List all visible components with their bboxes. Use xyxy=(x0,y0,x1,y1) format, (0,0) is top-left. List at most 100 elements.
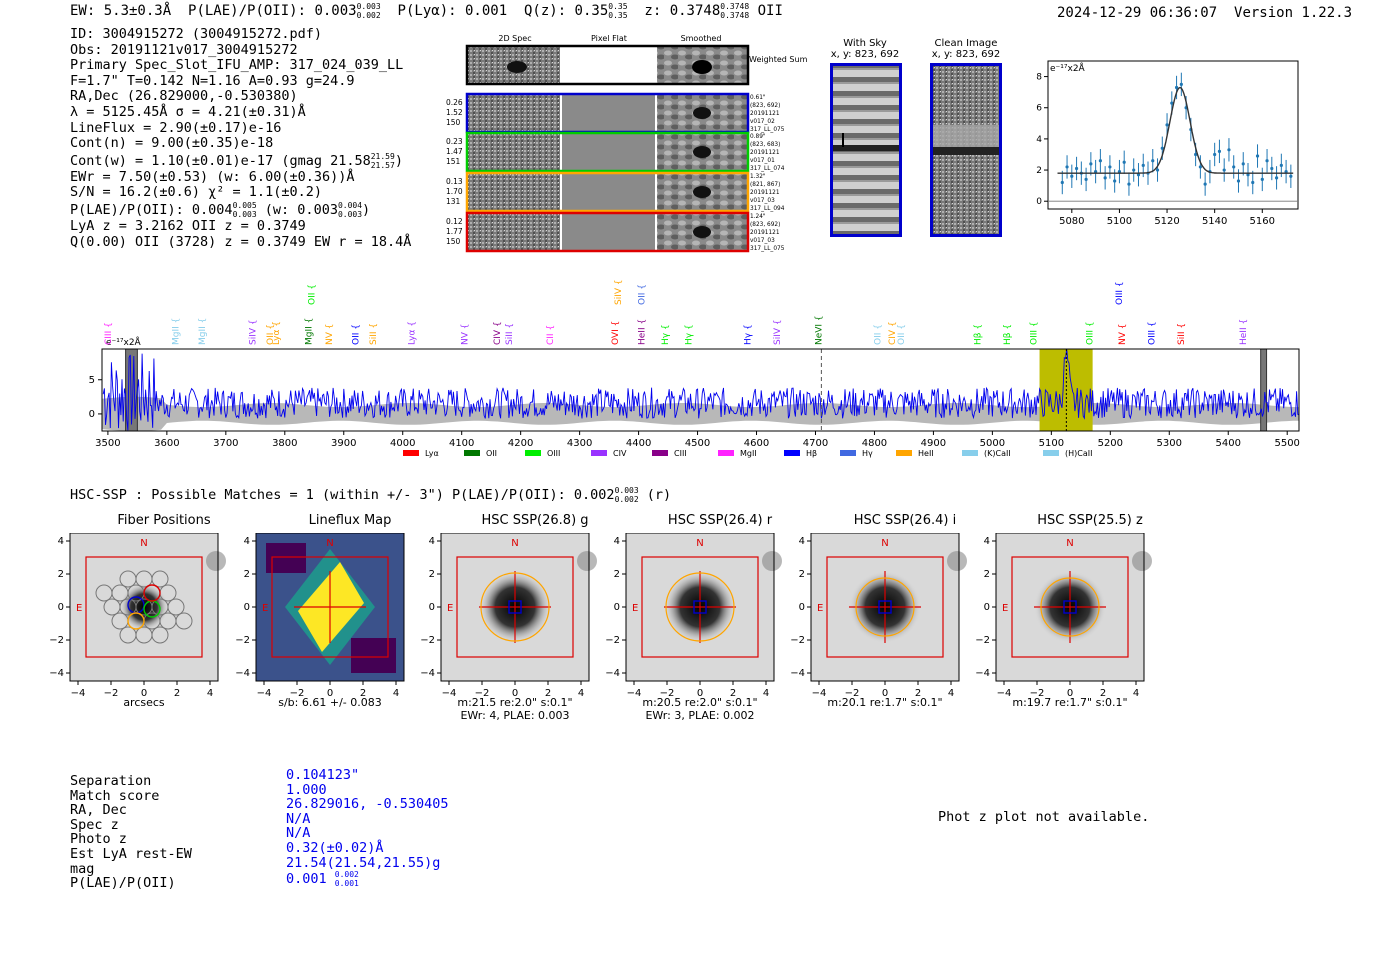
fiber-right-value: 317_LL_094 xyxy=(750,206,785,212)
spectrum-frame xyxy=(101,348,1300,432)
info-plae-w-close: ) xyxy=(362,201,371,218)
map-ytick-label: −4 xyxy=(605,668,620,679)
map-ytick-label: −4 xyxy=(49,668,64,679)
match-values: 0.104123" 1.000 26.829016, -0.530405 N/A… xyxy=(286,768,449,888)
emission-line-label: Lyα { xyxy=(408,321,418,345)
clean-image xyxy=(930,63,1002,237)
fiber-source xyxy=(693,186,711,198)
fiber-circle xyxy=(151,570,169,588)
emission-line-label: OII { xyxy=(266,324,276,345)
full-spectrum-plot: e⁻¹⁷x2Å 3500 3600 3700 3800 3900 4000 4100 4200 4… xyxy=(89,279,1300,458)
info-params: F=1.7" T=0.142 N=1.16 A=0.93 g=24.9 xyxy=(70,72,355,89)
map-xtick-label: 4 xyxy=(393,688,399,699)
map-xtick-label: −2 xyxy=(1030,688,1045,699)
fit-ytick-label: 0 xyxy=(1036,197,1042,207)
fit-data-point xyxy=(1160,146,1164,150)
fiber-row-frame xyxy=(465,171,750,213)
fiber-left-value: 1.47 xyxy=(446,147,463,156)
fiber-left-value: 131 xyxy=(446,197,461,206)
match-label: Est LyA rest-EW xyxy=(70,845,192,862)
fiber-right-value: (823, 683) xyxy=(750,142,780,148)
legend-label: CIII xyxy=(674,449,687,458)
info-id: ID: 3004915272 (3004915272.pdf) xyxy=(70,26,322,42)
aperture-circle xyxy=(855,577,915,637)
legend-label: Lyα xyxy=(425,449,439,458)
map-title: Lineflux Map xyxy=(308,513,392,528)
fit-data-point xyxy=(1203,182,1207,186)
fit-data-point xyxy=(1098,159,1102,163)
map-ytick-label: 2 xyxy=(614,569,620,580)
emission-line-label: OII { xyxy=(897,324,907,345)
emission-line-label: Hγ { xyxy=(744,324,754,345)
with-sky-coords: x, y: 823, 692 xyxy=(830,49,900,60)
aperture-box xyxy=(456,556,574,658)
match-label: mag xyxy=(70,860,95,877)
fit-ytick-label: 8 xyxy=(1036,73,1042,83)
fit-data-point xyxy=(1103,176,1107,180)
fiber-source xyxy=(693,146,711,158)
fiber-right-value: (821, 867) xyxy=(750,182,780,188)
fit-data-point xyxy=(1227,148,1231,152)
match-value: 0.001 0.002 0.001 xyxy=(286,870,449,888)
fit-xtick-label: 5160 xyxy=(1250,216,1275,227)
fiber-right-value: 20191121 xyxy=(750,111,780,117)
emission-line-label: OII { xyxy=(352,324,362,345)
aperture-box xyxy=(271,556,389,658)
match-value: 1.000 xyxy=(286,781,327,798)
fiber-right-value: (823, 692) xyxy=(750,103,780,109)
map-caption-line1: m:21.5 re:2.0" s:0.1" xyxy=(457,696,573,709)
emission-line-label: OII { xyxy=(873,324,883,345)
emission-line-label: SiIV { xyxy=(773,319,783,345)
spec-xtick-label: 5500 xyxy=(1274,438,1299,449)
fiber-right-value: v017_03 xyxy=(750,198,775,204)
emission-line-label: CIV { xyxy=(888,321,898,345)
legend-swatch xyxy=(652,450,668,456)
match-labels: Separation Match score RA, Dec Spec z Ph… xyxy=(70,774,192,891)
match-value: 0.104123" xyxy=(286,767,360,783)
legend-label: Hβ xyxy=(806,449,817,458)
fit-ytick-label: 2 xyxy=(1036,166,1042,176)
fiber-right-value: v017_03 xyxy=(750,238,775,244)
map-image: N E −4 −4 −2 −2 0 0 2 2 4 4 xyxy=(235,533,405,699)
compass-n: N xyxy=(696,538,703,549)
header-ew: EW: 5.3±0.3Å xyxy=(70,3,172,19)
map-xtick-label: 2 xyxy=(174,688,180,699)
spec-xtick-label: 4300 xyxy=(567,438,592,449)
header-line-id: OII xyxy=(757,3,783,19)
emission-line-label: NV { xyxy=(461,324,471,345)
legend-label: Hγ xyxy=(862,449,873,458)
fiber-2dspec xyxy=(467,133,560,171)
clean-image-label: Clean Image xyxy=(934,38,998,49)
map-caption-line1: arcsecs xyxy=(123,696,165,709)
fit-data-point xyxy=(1170,101,1174,105)
clean-image-title: Clean Image x, y: 823, 692 xyxy=(926,38,1006,60)
photz-message: Phot z plot not available. xyxy=(938,809,1150,825)
map-ytick-label: 0 xyxy=(799,602,805,613)
legend-swatch xyxy=(464,450,480,456)
emission-line-label: Hβ { xyxy=(1003,324,1013,345)
fit-data-point xyxy=(1260,177,1264,181)
emission-line-label: HeII { xyxy=(1239,319,1249,345)
fit-ytick-label: 4 xyxy=(1036,135,1042,145)
fit-plot-frame xyxy=(1047,60,1299,210)
map-caption-line2: EWr: 3, PLAE: 0.002 xyxy=(645,709,755,722)
fiber-right-value: v017_01 xyxy=(750,158,775,164)
map-ytick-label: −4 xyxy=(420,668,435,679)
fiber-left-value: 150 xyxy=(446,237,461,246)
map-image: N E −4 −4 −2 −2 0 0 2 2 4 4 xyxy=(790,533,967,699)
legend-swatch xyxy=(403,450,419,456)
lineflux-low xyxy=(351,638,396,673)
match-label: Spec z xyxy=(70,816,119,833)
info-primary: Primary Spec_Slot_IFU_AMP: 317_024_039_L… xyxy=(70,57,404,74)
emission-line-label: SiII { xyxy=(369,323,379,345)
compass-e: E xyxy=(1002,603,1008,614)
with-sky-title: With Sky x, y: 823, 692 xyxy=(830,38,900,60)
map-xtick-label: 2 xyxy=(915,688,921,699)
map-xtick-label: 4 xyxy=(763,688,769,699)
fiber-left-value: 0.12 xyxy=(446,217,463,226)
with-sky-image xyxy=(830,63,902,237)
map-ytick-label: 2 xyxy=(429,569,435,580)
version: Version 1.22.3 xyxy=(1234,5,1353,21)
